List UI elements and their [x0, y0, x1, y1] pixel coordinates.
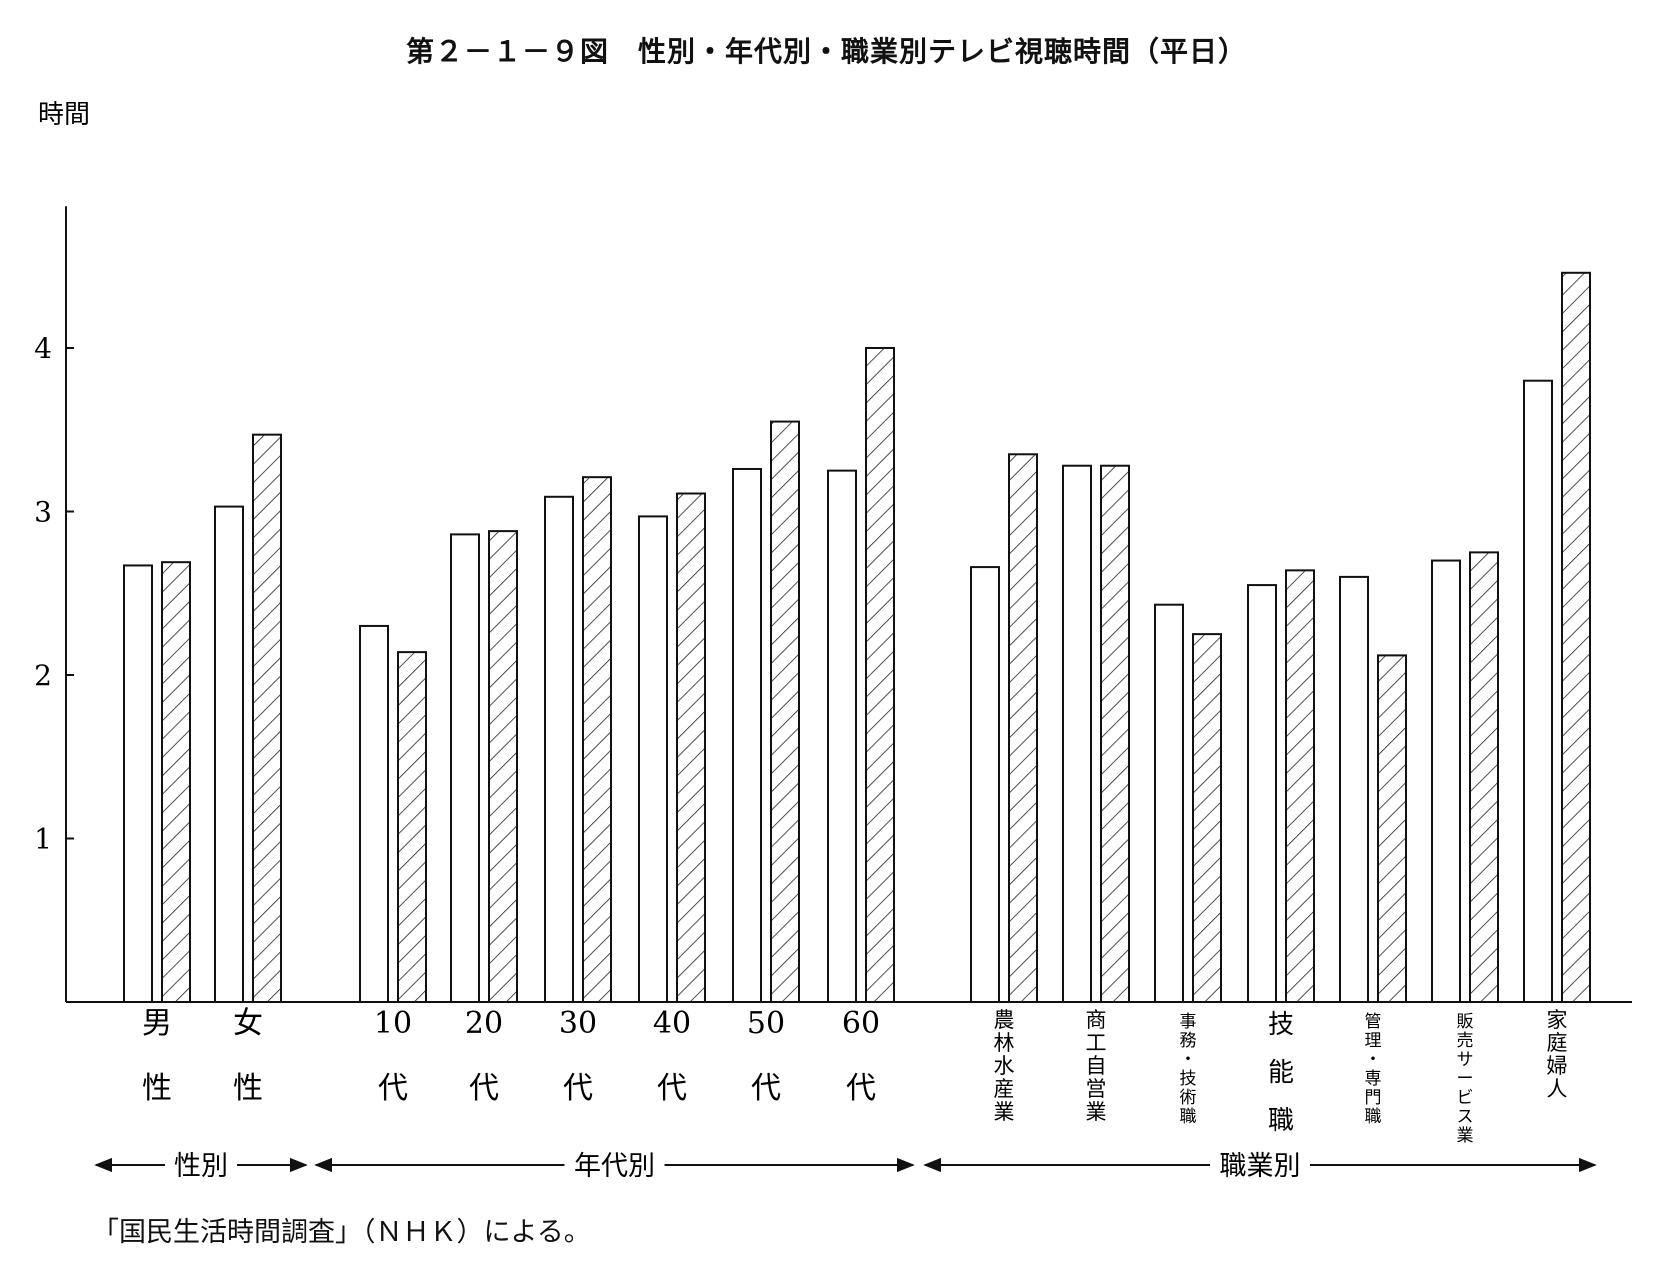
bar-hatched — [1377, 654, 1407, 1003]
category-label: 20 — [465, 1006, 503, 1041]
category-label: サ — [1457, 1050, 1474, 1070]
category-label: 庭 — [1547, 1031, 1568, 1055]
category-label: 工 — [1086, 1031, 1107, 1055]
category-label: 営 — [1086, 1077, 1107, 1101]
category-label: 理 — [1365, 1031, 1382, 1051]
category-label: 技 — [1268, 1010, 1294, 1040]
source-note: 「国民生活時間調査」（ＮＨＫ）による。 — [92, 1217, 591, 1248]
category-label: 業 — [994, 1100, 1015, 1124]
category-label: 代 — [846, 1071, 876, 1106]
category-label: 性 — [142, 1071, 172, 1106]
category-label: 女 — [233, 1006, 263, 1041]
category-label: 産 — [994, 1077, 1015, 1101]
category-label: 代 — [563, 1071, 593, 1106]
bar-plain — [214, 505, 244, 1003]
bar-hatched — [488, 530, 518, 1003]
category-label: 10 — [374, 1006, 412, 1041]
category-label: 家 — [1547, 1008, 1568, 1032]
y-axis-label: 時間 — [38, 100, 90, 130]
category-label: 代 — [657, 1071, 687, 1106]
bar-plain — [544, 495, 574, 1003]
bars-layer — [123, 271, 1591, 1004]
bar-plain — [970, 566, 1000, 1004]
bar-hatched — [1561, 271, 1591, 1004]
axes-layer — [65, 206, 1632, 1173]
bar-hatched — [161, 561, 191, 1003]
category-label: 代 — [469, 1071, 499, 1106]
category-label: ・ — [1180, 1050, 1197, 1070]
category-label: 性 — [233, 1071, 263, 1106]
category-label: 専 — [1365, 1069, 1382, 1089]
bar-hatched — [252, 433, 282, 1003]
y-tick-label: 3 — [34, 496, 52, 529]
bar-hatched — [770, 420, 800, 1003]
category-label: 売 — [1457, 1031, 1474, 1051]
category-label: 術 — [1180, 1088, 1197, 1108]
bar-plain — [123, 564, 153, 1004]
bar-plain — [359, 624, 389, 1003]
labels-layer: 時間1234男性女性性別10代20代30代40代50代60代年代別農林水産業商工… — [34, 100, 1567, 1182]
bar-hatched — [1469, 551, 1499, 1003]
bar-plain — [1431, 559, 1461, 1003]
category-label: 林 — [994, 1031, 1015, 1055]
category-label: 技 — [1180, 1069, 1197, 1089]
bar-plain — [1062, 464, 1092, 1004]
category-label: 職 — [1268, 1106, 1294, 1136]
category-label: 水 — [994, 1054, 1015, 1078]
category-label: 50 — [747, 1006, 785, 1041]
category-label: 販 — [1457, 1012, 1474, 1032]
bar-plain — [1523, 379, 1553, 1003]
bar-hatched — [865, 347, 895, 1003]
bar-plain — [827, 469, 857, 1003]
category-label: 事 — [1180, 1012, 1197, 1032]
category-label: 職 — [1180, 1107, 1197, 1127]
category-label: 代 — [751, 1071, 781, 1106]
category-label: 婦 — [1547, 1054, 1568, 1078]
bar-hatched — [1100, 464, 1130, 1004]
category-label: 男 — [142, 1006, 172, 1041]
category-label: 40 — [653, 1006, 691, 1041]
bar-hatched — [582, 476, 612, 1004]
category-label: 管 — [1365, 1012, 1382, 1032]
bar-plain — [638, 515, 668, 1004]
category-label: ー — [1457, 1069, 1474, 1089]
category-label: 農 — [994, 1008, 1015, 1032]
category-label: 能 — [1268, 1058, 1294, 1088]
category-label: 代 — [378, 1071, 408, 1106]
bar-hatched — [1285, 569, 1315, 1003]
bar-chart: 時間1234男性女性性別10代20代30代40代50代60代年代別農林水産業商工… — [34, 100, 1632, 1182]
y-tick-label: 2 — [34, 659, 52, 692]
category-label: 門 — [1365, 1088, 1382, 1108]
group-label: 性別 — [174, 1151, 228, 1182]
category-label: ビ — [1457, 1088, 1474, 1108]
bar-hatched — [1192, 633, 1222, 1003]
bar-plain — [1339, 575, 1369, 1004]
category-label: 人 — [1547, 1077, 1568, 1101]
bar-hatched — [676, 492, 706, 1003]
bar-plain — [1154, 603, 1184, 1003]
chart-title: 第２－１－９図 性別・年代別・職業別テレビ視聴時間（平日） — [405, 35, 1247, 68]
category-label: 業 — [1086, 1100, 1107, 1124]
category-label: 30 — [559, 1006, 597, 1041]
bar-plain — [1247, 584, 1277, 1003]
category-label: 商 — [1086, 1008, 1107, 1032]
category-label: 60 — [842, 1006, 880, 1041]
category-label: 務 — [1180, 1031, 1197, 1051]
bar-plain — [732, 467, 762, 1003]
bar-hatched — [397, 651, 427, 1003]
group-label: 年代別 — [574, 1151, 655, 1182]
category-label: 業 — [1457, 1126, 1474, 1146]
bar-hatched — [1008, 453, 1038, 1003]
category-label: ・ — [1365, 1050, 1382, 1070]
group-label: 職業別 — [1220, 1151, 1301, 1182]
category-label: 職 — [1365, 1107, 1382, 1127]
y-tick-label: 1 — [34, 823, 52, 856]
bar-plain — [450, 533, 480, 1003]
category-label: ス — [1457, 1107, 1474, 1127]
category-label: 自 — [1086, 1054, 1107, 1078]
y-tick-label: 4 — [34, 332, 52, 365]
